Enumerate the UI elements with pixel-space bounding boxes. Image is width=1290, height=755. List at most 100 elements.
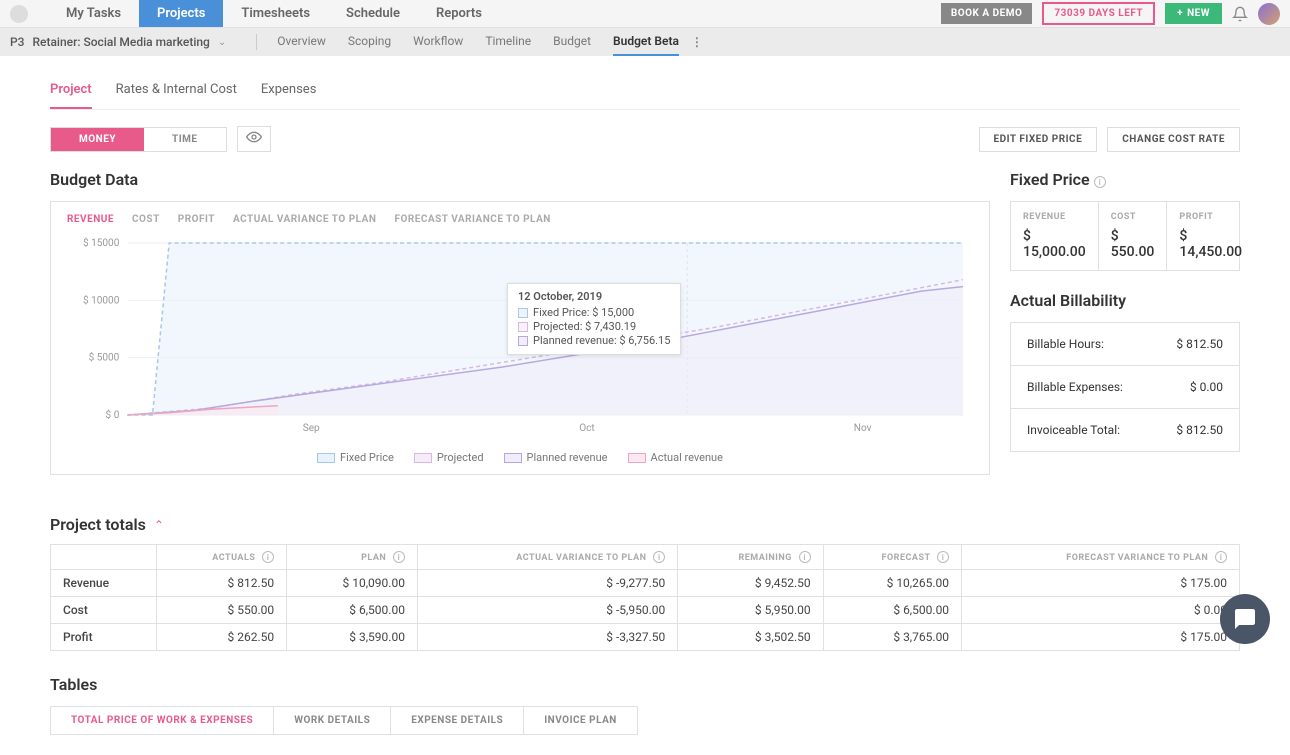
topnav-tab-my-tasks[interactable]: My Tasks (48, 0, 139, 27)
budget-tab-project[interactable]: Project (50, 76, 92, 109)
totals-cell: $ 550.00 (157, 597, 287, 624)
change-cost-rate-button[interactable]: CHANGE COST RATE (1107, 127, 1240, 152)
legend-item[interactable]: Projected (414, 451, 484, 464)
billability-box: Billable Hours:$ 812.50Billable Expenses… (1010, 322, 1240, 452)
svg-text:Oct: Oct (579, 423, 594, 434)
info-icon[interactable]: i (799, 551, 811, 563)
totals-cell: $ 10,265.00 (823, 570, 961, 597)
collapse-icon[interactable]: ⌃ (154, 518, 164, 532)
budget-tab-rates-internal-cost[interactable]: Rates & Internal Cost (116, 76, 237, 109)
info-icon[interactable]: i (262, 551, 274, 563)
subnav-tab-timeline[interactable]: Timeline (485, 28, 531, 56)
topnav-tab-reports[interactable]: Reports (418, 0, 500, 27)
tables-tab-invoice-plan[interactable]: INVOICE PLAN (524, 707, 637, 734)
totals-cell: $ 5,950.00 (678, 597, 823, 624)
totals-column-header: PLAN i (287, 545, 418, 570)
legend-item[interactable]: Actual revenue (628, 451, 723, 464)
sub-nav: P3 Retainer: Social Media marketing ⌄ Ov… (0, 28, 1290, 56)
tables-tab-total-price-of-work-expenses[interactable]: TOTAL PRICE OF WORK & EXPENSES (51, 707, 274, 734)
totals-cell: $ -3,327.50 (417, 624, 677, 651)
totals-column-header: ACTUALS i (157, 545, 287, 570)
toggle-money[interactable]: MONEY (51, 128, 144, 151)
totals-cell: $ 3,765.00 (823, 624, 961, 651)
more-icon[interactable]: ⋮ (691, 35, 703, 49)
legend-item[interactable]: Planned revenue (504, 451, 608, 464)
totals-cell: $ 6,500.00 (823, 597, 961, 624)
svg-text:$ 15000: $ 15000 (83, 236, 120, 249)
totals-cell: $ -9,277.50 (417, 570, 677, 597)
totals-cell: $ 175.00 (962, 570, 1240, 597)
avatar[interactable] (1258, 3, 1280, 25)
book-demo-button[interactable]: BOOK A DEMO (941, 3, 1033, 24)
svg-text:Nov: Nov (854, 423, 872, 434)
billability-row: Billable Hours:$ 812.50 (1011, 323, 1239, 366)
topnav-tab-timesheets[interactable]: Timesheets (223, 0, 328, 27)
project-name: Retainer: Social Media marketing (32, 35, 209, 49)
chart-tabs: REVENUE COST PROFIT ACTUAL VARIANCE TO PLAN… (67, 214, 973, 225)
chart-tab-revenue[interactable]: REVENUE (67, 214, 114, 225)
subnav-tab-scoping[interactable]: Scoping (348, 28, 391, 56)
logo-icon[interactable] (10, 5, 28, 23)
bell-icon[interactable] (1232, 6, 1248, 22)
subnav-tab-budget[interactable]: Budget (553, 28, 591, 56)
tables-title: Tables (50, 675, 1240, 694)
legend-item[interactable]: Fixed Price (317, 451, 394, 464)
chat-icon (1233, 607, 1257, 631)
billability-title: Actual Billability (1010, 291, 1240, 310)
totals-column-header: ACTUAL VARIANCE TO PLAN i (417, 545, 677, 570)
tables-tab-expense-details[interactable]: EXPENSE DETAILS (391, 707, 524, 734)
totals-column-header: REMAINING i (678, 545, 823, 570)
budget-data-title: Budget Data (50, 170, 990, 189)
project-code: P3 (10, 35, 24, 49)
project-selector[interactable]: P3 Retainer: Social Media marketing ⌄ (10, 35, 256, 49)
topnav-tab-projects[interactable]: Projects (139, 0, 223, 27)
fixed-price-title: Fixed Pricei (1010, 170, 1240, 189)
subnav-tab-workflow[interactable]: Workflow (413, 28, 463, 56)
totals-cell: $ -5,950.00 (417, 597, 677, 624)
project-totals-table: ACTUALS iPLAN iACTUAL VARIANCE TO PLAN i… (50, 544, 1240, 651)
totals-cell: Cost (51, 597, 157, 624)
subnav-tab-budget-beta[interactable]: Budget Beta (613, 28, 679, 56)
subnav-tab-overview[interactable]: Overview (277, 28, 326, 56)
visibility-button[interactable] (237, 126, 271, 152)
totals-row: Revenue$ 812.50$ 10,090.00$ -9,277.50$ 9… (51, 570, 1240, 597)
billability-row: Billable Expenses:$ 0.00 (1011, 366, 1239, 409)
totals-cell: $ 812.50 (157, 570, 287, 597)
chart-tab-actual-variance-to-plan[interactable]: ACTUAL VARIANCE TO PLAN (233, 214, 376, 225)
totals-cell: Revenue (51, 570, 157, 597)
days-left-button[interactable]: 73039 DAYS LEFT (1042, 2, 1155, 25)
chart-tab-cost[interactable]: COST (132, 214, 160, 225)
info-icon[interactable]: i (1094, 176, 1106, 188)
tooltip-row: Fixed Price: $ 15,000 (518, 306, 670, 319)
totals-cell: $ 175.00 (962, 624, 1240, 651)
new-button[interactable]: +NEW (1165, 3, 1222, 24)
tables-tabs: TOTAL PRICE OF WORK & EXPENSESWORK DETAI… (50, 706, 638, 735)
toolbar: MONEYTIME EDIT FIXED PRICE CHANGE COST R… (50, 126, 1240, 152)
top-nav: My TasksProjectsTimesheetsScheduleReport… (0, 0, 1290, 28)
toggle-time[interactable]: TIME (144, 128, 226, 151)
chart-tab-profit[interactable]: PROFIT (178, 214, 215, 225)
chevron-down-icon: ⌄ (218, 37, 226, 48)
chat-button[interactable] (1220, 594, 1270, 644)
topnav-tab-schedule[interactable]: Schedule (328, 0, 418, 27)
tooltip-row: Projected: $ 7,430.19 (518, 320, 670, 333)
tables-tab-work-details[interactable]: WORK DETAILS (274, 707, 391, 734)
budget-tab-expenses[interactable]: Expenses (261, 76, 317, 109)
info-icon[interactable]: i (393, 551, 405, 563)
info-icon[interactable]: i (653, 551, 665, 563)
info-icon[interactable]: i (937, 551, 949, 563)
svg-text:$ 5000: $ 5000 (89, 351, 120, 364)
eye-icon (246, 131, 262, 143)
totals-column-header: FORECAST VARIANCE TO PLAN i (962, 545, 1240, 570)
project-totals-title: Project totals (50, 515, 146, 534)
info-icon[interactable]: i (1215, 551, 1227, 563)
topnav-tabs: My TasksProjectsTimesheetsScheduleReport… (48, 0, 500, 27)
edit-fixed-price-button[interactable]: EDIT FIXED PRICE (979, 127, 1098, 152)
totals-cell: $ 9,452.50 (678, 570, 823, 597)
fixed-price-box: REVENUE$ 15,000.00COST$ 550.00PROFIT$ 14… (1010, 201, 1240, 271)
chart-area: $ 15000$ 10000$ 5000$ 0SepOctNov 12 Octo… (67, 235, 973, 445)
tooltip-title: 12 October, 2019 (518, 290, 670, 303)
svg-text:$ 10000: $ 10000 (83, 293, 120, 306)
plus-icon: + (1177, 8, 1183, 19)
chart-tab-forecast-variance-to-plan[interactable]: FORECAST VARIANCE TO PLAN (394, 214, 550, 225)
